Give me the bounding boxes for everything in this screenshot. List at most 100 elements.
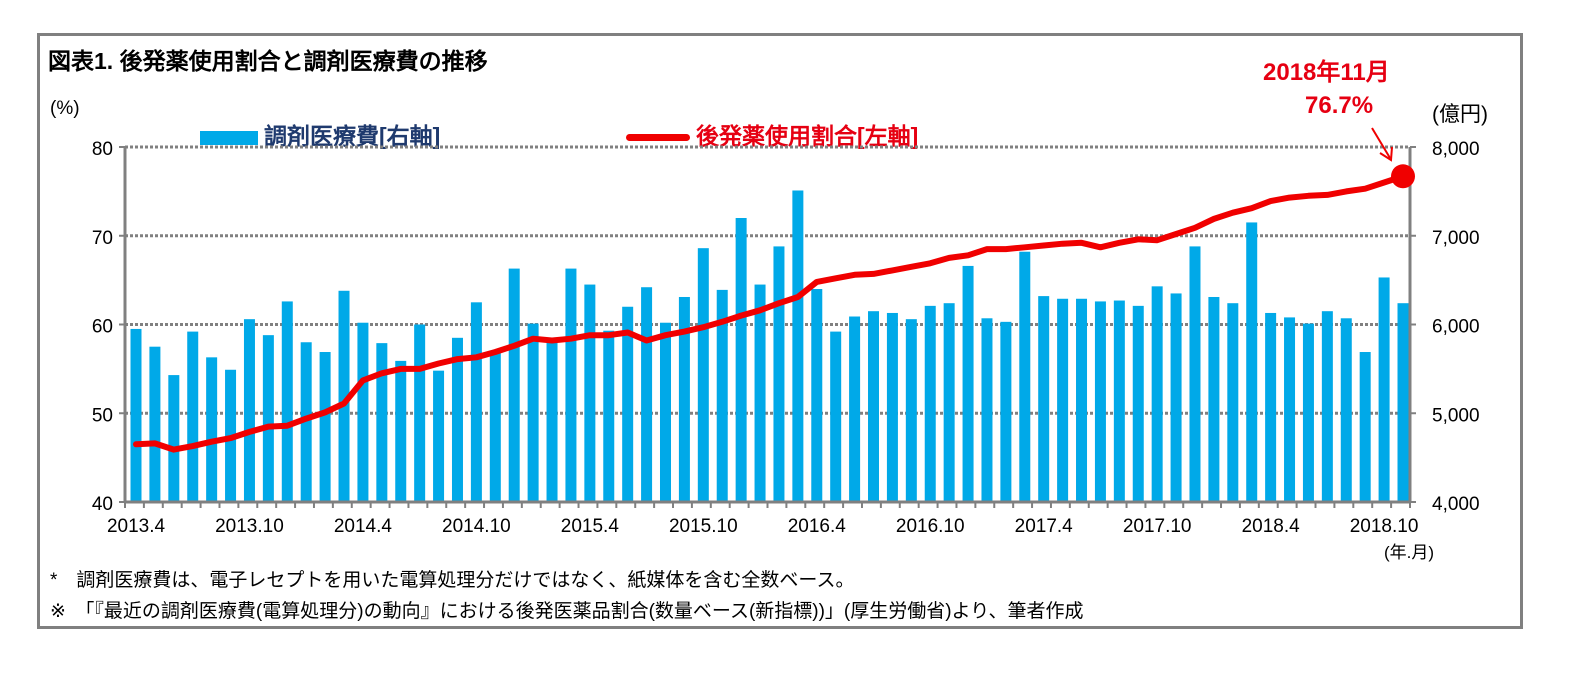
x-tick-label: 2015.4 [561,516,620,537]
x-tick-label: 2014.4 [334,516,393,537]
bar [168,375,180,502]
bar [527,323,539,502]
bar [697,248,709,502]
bar [357,322,369,502]
bar [678,296,690,502]
latest-point-marker [1391,164,1415,189]
x-tick-label: 2013.4 [107,516,166,537]
bar [546,341,558,502]
bar [565,268,577,502]
bar [243,319,255,502]
legend-label-line: 後発薬使用割合[左軸] [696,123,919,149]
bar [943,303,955,502]
bar [1321,311,1333,502]
legend-item-line: 後発薬使用割合[左軸] [626,117,918,151]
bar [981,318,993,502]
bar [754,284,766,502]
bar [1246,222,1258,502]
bar [1113,300,1125,502]
bar [433,370,445,502]
annotation-arrow [1371,127,1391,159]
left-axis-unit: (%) [50,98,80,119]
x-tick-label: 2016.10 [896,516,965,537]
bar [1151,286,1163,502]
bar [716,289,728,502]
bar [886,312,898,502]
bar [1302,323,1314,502]
bar [830,331,842,502]
bar [641,287,653,502]
bar [773,246,785,502]
x-axis-unit: (年.月) [1384,543,1435,562]
bar [792,190,804,503]
right-tick-label: 4,000 [1432,494,1480,515]
bar [489,352,501,502]
bar [414,324,426,502]
bar [849,316,861,502]
bar [508,268,520,502]
footnote-2: ※ 「『最近の調剤医療費(電算処理分)の動向』における後発医薬品割合(数量ベース… [50,601,1084,622]
right-tick-label: 5,000 [1432,405,1480,426]
bar [187,331,199,502]
bar [603,330,615,502]
bar [1076,298,1088,502]
bar [1057,298,1069,502]
bar [924,305,936,502]
bar [1000,321,1012,502]
bar [659,322,671,502]
x-tick-label: 2017.10 [1123,516,1192,537]
x-tick-label: 2018.10 [1350,516,1419,537]
bar [281,301,293,502]
x-tick-label: 2017.4 [1015,516,1074,537]
right-axis-unit: (億円) [1432,103,1488,126]
bar [1208,296,1220,502]
x-tick-label: 2016.4 [788,516,847,537]
annotation-date: 2018年11月 [1263,59,1390,86]
bar [1038,296,1050,502]
bar [1284,317,1296,502]
bar [1132,305,1144,502]
legend-label-bar: 調剤医療費[右軸] [264,123,441,149]
x-tick-label: 2014.10 [442,516,511,537]
annotation-arrowhead [1379,146,1393,162]
left-tick-label: 40 [92,494,113,515]
bar [470,302,482,502]
bar [905,319,917,502]
legend-swatch-line [626,134,690,142]
bar [1397,303,1409,502]
bar [451,337,463,502]
left-tick-label: 80 [92,139,113,160]
left-tick-label: 50 [92,405,113,426]
legend-item-bar: 調剤医療費[右軸] [200,117,440,151]
right-tick-label: 6,000 [1432,317,1480,338]
bar [584,284,596,502]
bar [811,289,823,502]
x-tick-label: 2015.10 [669,516,738,537]
bar [395,360,407,502]
bar [735,218,747,502]
bar [338,290,350,502]
x-tick-label: 2018.4 [1242,516,1301,537]
bar [1378,277,1390,502]
chart-title: 図表1. 後発薬使用割合と調剤医療費の推移 [48,48,488,74]
bar [1359,352,1371,502]
annotation-value: 76.7% [1305,92,1374,119]
bar [300,342,312,502]
bar [1094,301,1106,502]
x-tick-label: 2013.10 [215,516,284,537]
bar [319,352,331,502]
bar [1189,246,1201,502]
bar [1170,293,1182,502]
bar [1227,303,1239,502]
left-tick-label: 70 [92,228,113,249]
chart-frame [37,33,1523,629]
bar [1019,251,1031,502]
bar [622,306,634,502]
bar [149,346,161,502]
bar [130,328,142,502]
left-tick-label: 60 [92,317,113,338]
footnote-1: * 調剤医療費は、電子レセプトを用いた電算処理分だけではなく、紙媒体を含む全数ベ… [50,570,855,591]
right-tick-label: 7,000 [1432,228,1480,249]
bar [868,311,880,502]
